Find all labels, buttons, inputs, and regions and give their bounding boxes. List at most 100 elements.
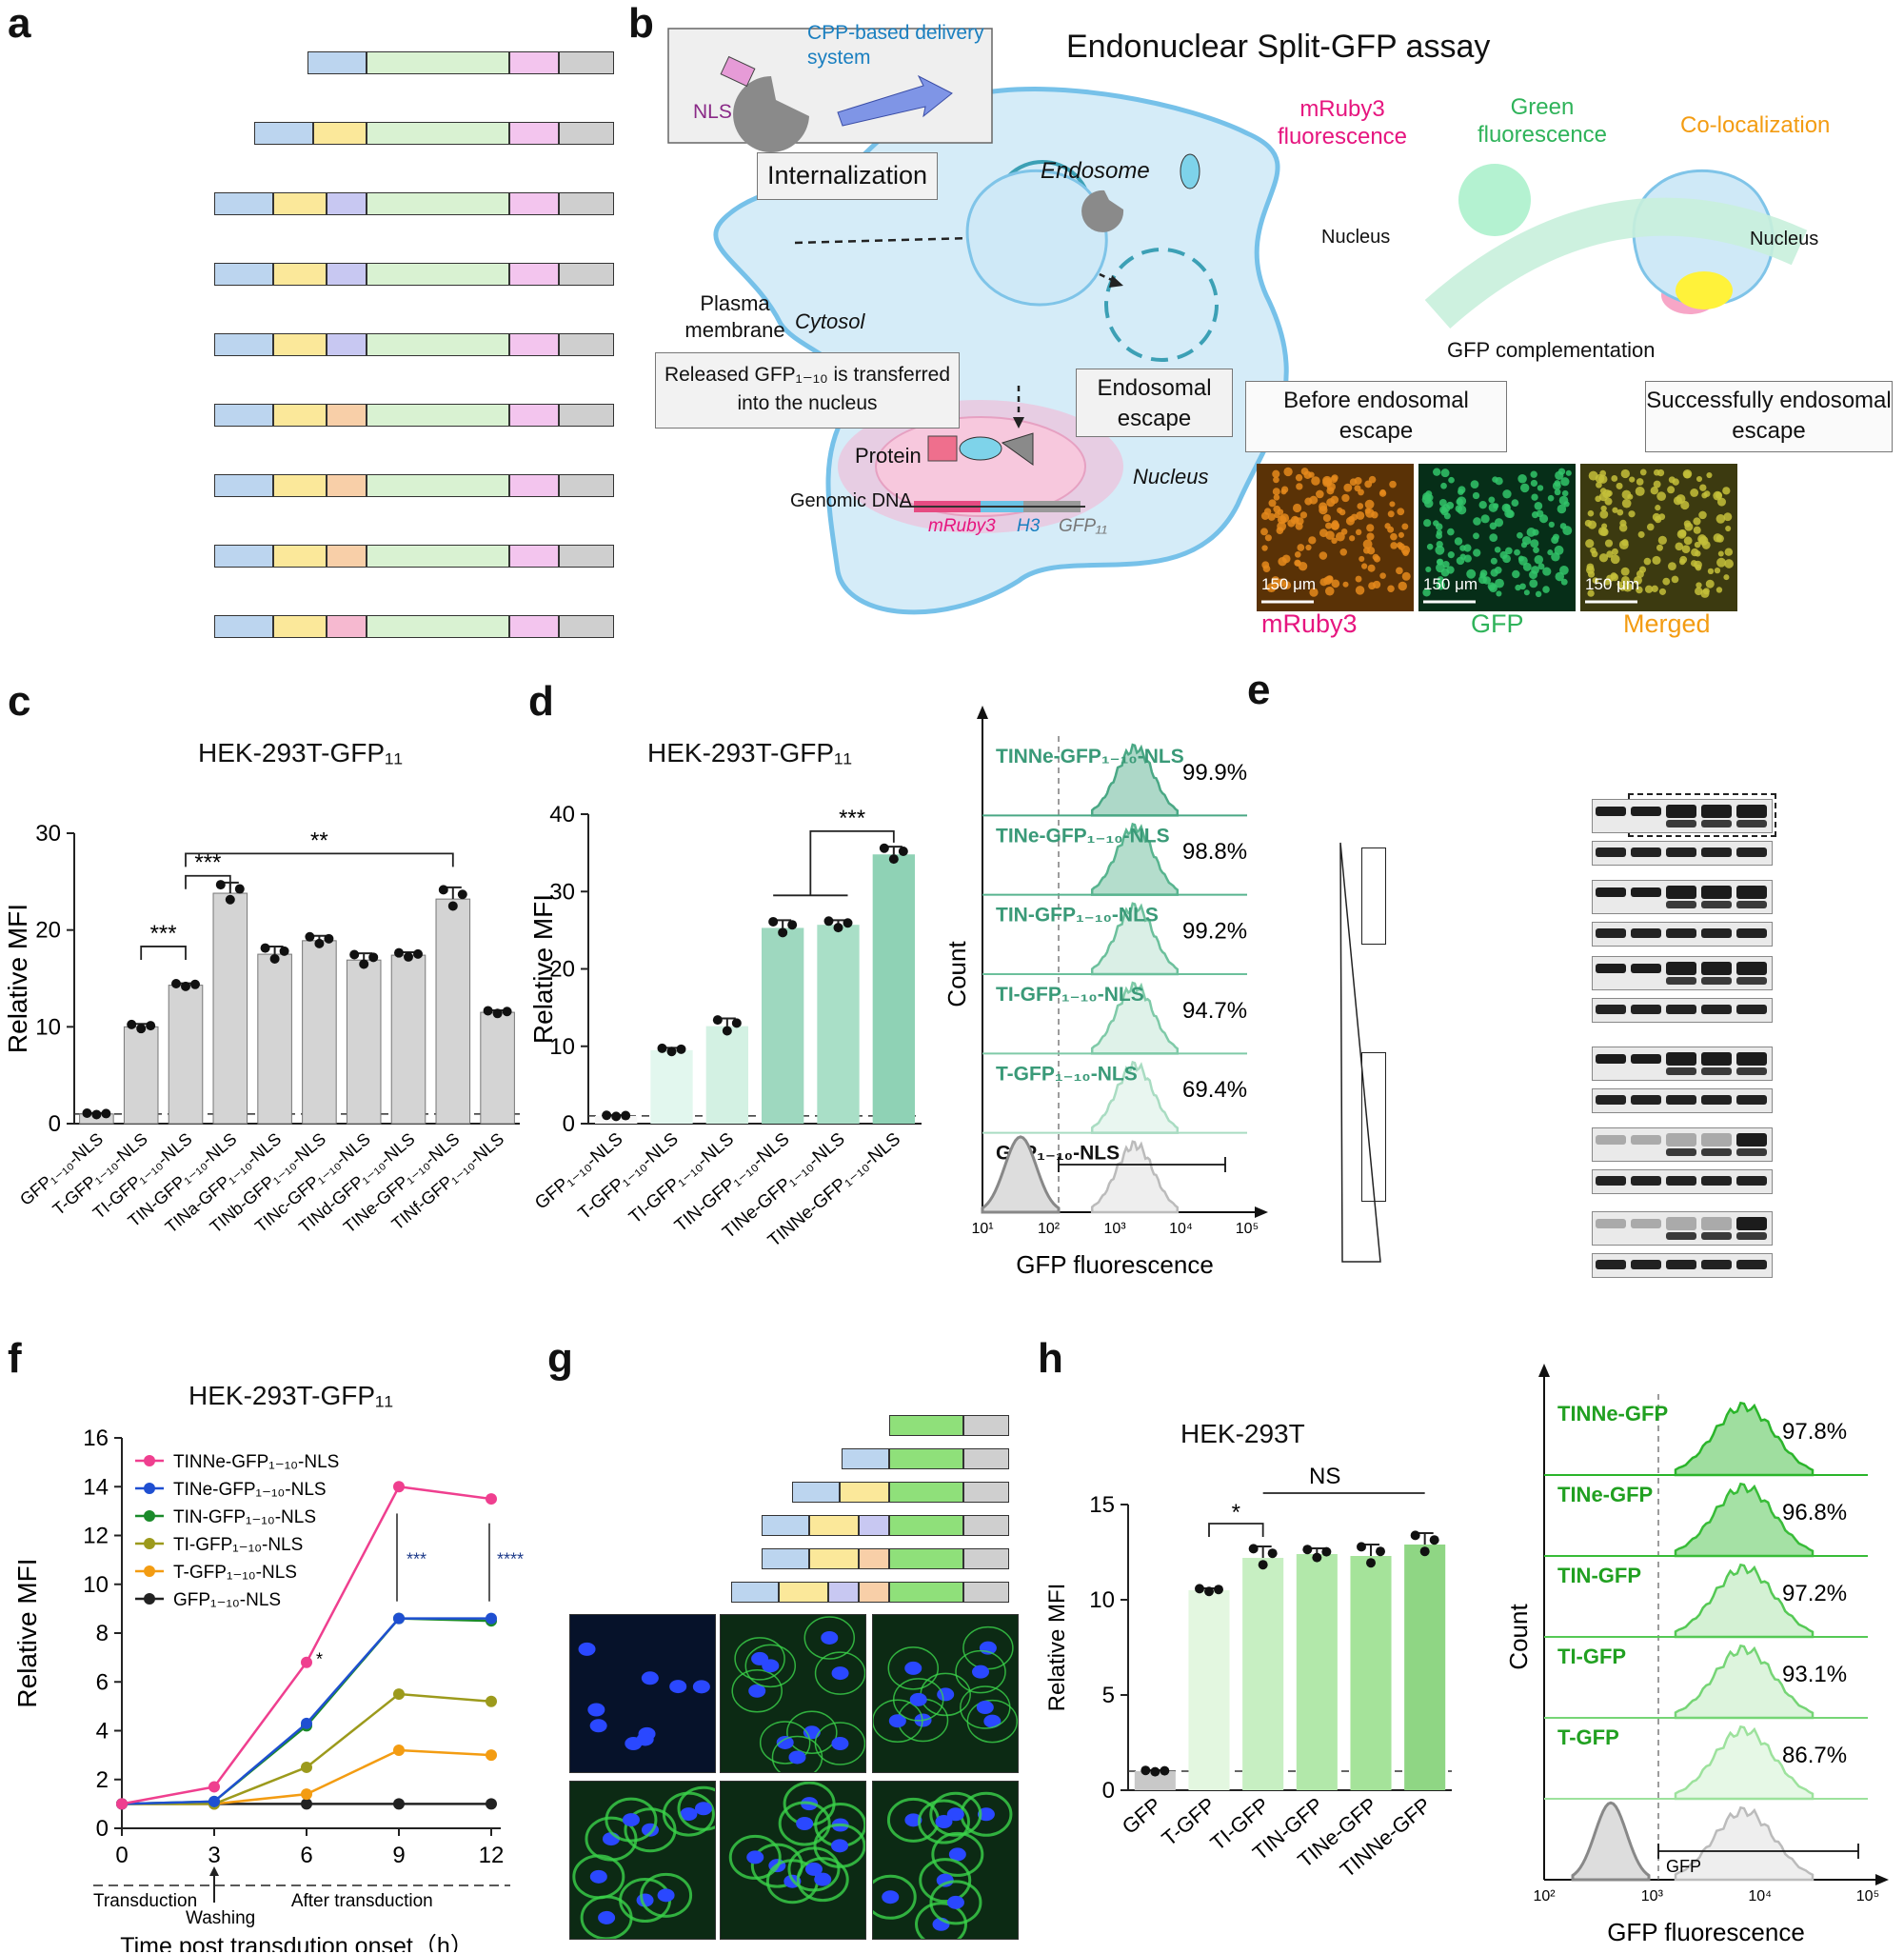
data-point — [1204, 1586, 1214, 1597]
cell-dot — [1436, 529, 1442, 536]
cell-dot — [1620, 575, 1630, 585]
construct-segment — [559, 192, 614, 215]
cell-dot — [1490, 568, 1498, 577]
cell-dot — [1611, 548, 1618, 555]
histogram — [1674, 1725, 1815, 1801]
cell-dot — [1523, 589, 1530, 596]
cell-dot — [1656, 544, 1663, 551]
band — [1701, 886, 1732, 899]
before-escape-box: Before endosomal escape — [1245, 381, 1507, 452]
cell-dot — [1490, 557, 1497, 565]
cell-dot — [1621, 489, 1632, 500]
data-point — [1140, 1765, 1151, 1776]
washing-label: Washing — [186, 1908, 255, 1928]
percent-label: 97.8% — [1782, 1419, 1847, 1445]
sig-6h: * — [316, 1649, 323, 1668]
cell-dot — [1324, 586, 1335, 596]
construct-segment — [367, 263, 509, 286]
cell-dot — [1447, 551, 1455, 559]
cell-dot — [1558, 495, 1569, 506]
bar — [257, 953, 292, 1125]
cell-dot — [1519, 583, 1526, 590]
band — [1631, 807, 1661, 816]
band — [1666, 820, 1696, 827]
band — [1666, 928, 1696, 938]
cell-dot — [1330, 475, 1338, 484]
cell-dot — [1305, 544, 1312, 551]
cell-dot — [1494, 518, 1504, 528]
series-line — [121, 1617, 491, 1805]
histogram — [1674, 1401, 1815, 1477]
cell-dot — [1696, 582, 1702, 588]
construct-segment — [509, 333, 559, 356]
data-point — [611, 1111, 622, 1122]
legend-label: TINNe-GFP₁₋₁₀-NLS — [173, 1452, 339, 1472]
data-point — [1195, 1584, 1204, 1594]
band — [1701, 1217, 1732, 1230]
legend-marker — [144, 1483, 155, 1494]
construct-segment — [840, 1482, 889, 1503]
histogram-label: TINe-GFP — [1557, 1483, 1653, 1506]
percent-label: 69.4% — [1182, 1077, 1247, 1103]
data-point — [492, 1008, 503, 1019]
data-point — [82, 1108, 92, 1119]
histogram — [1674, 1805, 1815, 1882]
band — [1666, 1217, 1696, 1230]
band — [1666, 1232, 1696, 1240]
construct-segment — [842, 1448, 889, 1469]
cell-dot — [1282, 581, 1292, 589]
cell-dot — [1261, 545, 1268, 551]
construct-segment — [828, 1582, 859, 1603]
histogram — [1090, 822, 1180, 896]
cell-dot — [1606, 489, 1613, 497]
cell-dot — [1459, 545, 1466, 551]
cell-dot — [1359, 555, 1365, 562]
band — [1631, 887, 1661, 897]
bar — [168, 985, 204, 1125]
cell-dot — [1656, 491, 1667, 502]
data-point — [181, 981, 190, 991]
panel-label-e: e — [1247, 667, 1271, 713]
data-point — [394, 947, 404, 958]
cell-dot — [1378, 489, 1387, 497]
cell-dot — [1519, 483, 1530, 493]
construct-segment — [509, 263, 559, 286]
cell-dot — [1384, 523, 1391, 529]
cell-dot — [1442, 561, 1450, 568]
x-tick-label: 10³ — [1641, 1888, 1664, 1904]
y-axis-arrow — [1538, 1364, 1550, 1377]
construct-segment — [963, 1548, 1009, 1569]
construct-segment — [963, 1415, 1009, 1436]
y-tick-label: 2 — [96, 1767, 109, 1793]
y-tick-label: 30 — [35, 821, 61, 847]
x-tick-label: 6 — [300, 1843, 312, 1868]
data-point — [1312, 1552, 1322, 1563]
cell-dot — [1300, 468, 1309, 475]
cell-dot — [1644, 585, 1654, 593]
data-point — [1321, 1546, 1332, 1557]
micrograph-cells — [731, 1616, 865, 1772]
construct-segment — [559, 615, 614, 638]
cell-dot — [1424, 498, 1434, 508]
cell-dot — [1267, 513, 1276, 521]
bar — [817, 925, 860, 1124]
band — [1701, 1005, 1732, 1014]
y-tick-label: 40 — [549, 802, 575, 827]
x-axis-arrow — [1875, 1874, 1889, 1885]
series-point — [486, 1798, 497, 1810]
data-point — [483, 1006, 493, 1016]
cell-dot — [1367, 564, 1376, 572]
construct-segment — [509, 122, 559, 145]
band — [1666, 977, 1696, 985]
histogram-label: T-GFP — [1557, 1725, 1619, 1749]
legend-marker — [144, 1455, 155, 1466]
x-tick-label: 0 — [115, 1843, 128, 1868]
band — [1596, 887, 1626, 897]
cell-dot — [1714, 567, 1721, 574]
cell-dot — [1366, 524, 1375, 532]
construct-segment — [889, 1448, 963, 1469]
data-point — [215, 880, 226, 890]
construct-segment — [327, 474, 367, 497]
bar — [1350, 1556, 1392, 1790]
x-axis-label: Time post transdution onset（h） — [120, 1933, 473, 1952]
